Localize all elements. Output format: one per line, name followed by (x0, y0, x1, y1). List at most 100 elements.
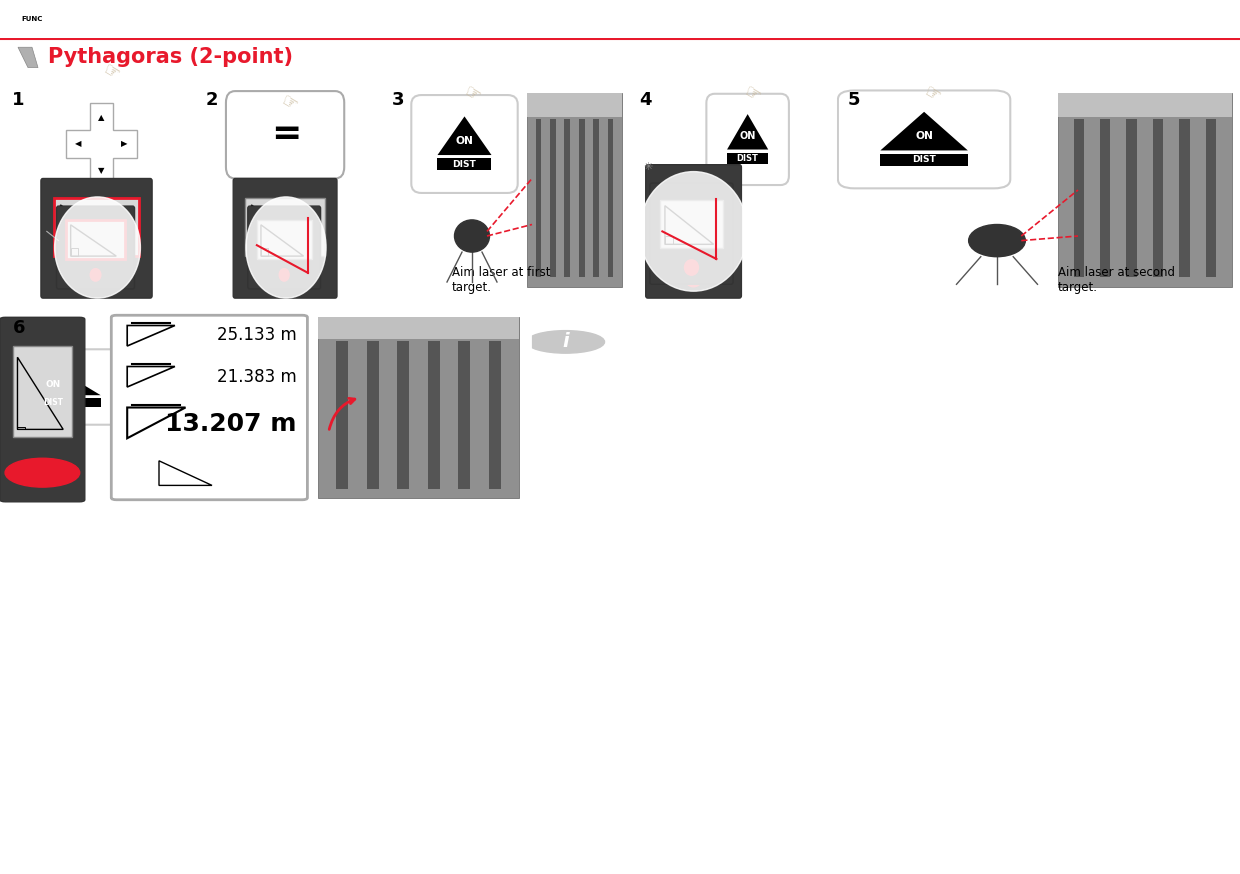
FancyBboxPatch shape (838, 90, 1011, 188)
Bar (5, 398, 100, 406)
Text: ON: ON (915, 131, 932, 141)
Polygon shape (66, 102, 136, 185)
Bar (336, 341, 348, 489)
Bar (564, 119, 570, 277)
Text: Pressing the measuring key for 2 sec in the function ac-: Pressing the measuring key for 2 sec in … (615, 337, 945, 350)
Text: DIST: DIST (913, 156, 936, 164)
Circle shape (55, 197, 140, 298)
Text: i: i (562, 332, 569, 351)
Bar (880, 154, 968, 166)
Circle shape (684, 260, 698, 275)
Text: a function with the inclination measuring.: a function with the inclination measurin… (615, 464, 863, 476)
Bar (317, 317, 520, 497)
Text: EN: EN (1185, 6, 1225, 32)
Polygon shape (19, 47, 38, 67)
Text: ▼: ▼ (98, 166, 104, 176)
FancyBboxPatch shape (650, 183, 733, 284)
Polygon shape (5, 366, 100, 395)
Bar (61, 239, 71, 251)
Text: DIST: DIST (453, 160, 476, 169)
Text: 5: 5 (847, 91, 859, 109)
FancyBboxPatch shape (226, 91, 345, 178)
Bar (438, 158, 491, 170)
Bar (1153, 119, 1163, 277)
Text: ment.: ment. (615, 373, 650, 386)
Text: We recommend to use the pythagoras only for indirect: We recommend to use the pythagoras only … (615, 410, 940, 422)
Polygon shape (727, 114, 769, 149)
FancyBboxPatch shape (41, 178, 153, 298)
Text: ☞: ☞ (99, 60, 123, 84)
Bar (1205, 119, 1216, 277)
Bar (727, 153, 769, 163)
FancyBboxPatch shape (0, 317, 84, 502)
FancyBboxPatch shape (412, 95, 517, 193)
Circle shape (279, 268, 289, 281)
Text: ◀: ◀ (76, 140, 82, 149)
Text: For height measuring (vertical) it is more precise to use: For height measuring (vertical) it is mo… (615, 446, 945, 459)
Circle shape (455, 220, 490, 252)
Bar (317, 317, 520, 339)
Text: horizontal measuring.: horizontal measuring. (615, 427, 745, 440)
Bar (17, 427, 25, 429)
FancyBboxPatch shape (12, 3, 52, 34)
FancyBboxPatch shape (57, 206, 135, 289)
Bar (260, 247, 268, 256)
Bar (53, 198, 139, 255)
Circle shape (640, 171, 748, 291)
Text: DIST: DIST (43, 398, 63, 406)
Text: 2: 2 (206, 91, 218, 109)
Text: Pythagoras (2-point): Pythagoras (2-point) (48, 47, 293, 67)
Text: Aim laser at first
target.: Aim laser at first target. (453, 266, 551, 294)
Bar (12, 346, 72, 437)
FancyBboxPatch shape (707, 94, 789, 185)
Bar (536, 119, 542, 277)
Text: FUNC: FUNC (21, 16, 42, 22)
Text: ☞: ☞ (921, 82, 944, 106)
Circle shape (278, 269, 293, 288)
Text: ☞: ☞ (460, 82, 484, 106)
Circle shape (89, 269, 104, 288)
Text: 34: 34 (1185, 835, 1221, 861)
Text: tivates automatically Minimum or Maximum measure-: tivates automatically Minimum or Maximum… (615, 356, 936, 369)
Text: Functions: Functions (64, 6, 210, 32)
Bar (1074, 119, 1084, 277)
Bar (527, 94, 622, 116)
Bar (608, 119, 614, 277)
Bar (1126, 119, 1137, 277)
Bar (489, 341, 501, 489)
Circle shape (91, 268, 100, 281)
Text: 25.133 m: 25.133 m (217, 326, 296, 343)
Bar (71, 247, 78, 256)
Polygon shape (880, 112, 968, 150)
Text: ▶: ▶ (122, 140, 128, 149)
Polygon shape (438, 116, 491, 155)
Text: =: = (270, 116, 301, 150)
Bar (1100, 119, 1111, 277)
Text: 6: 6 (14, 319, 26, 337)
Bar (1179, 119, 1189, 277)
Circle shape (684, 267, 703, 287)
Text: Leica DISTO™ S910 805080: Leica DISTO™ S910 805080 (19, 841, 232, 856)
Bar (428, 341, 440, 489)
Bar (246, 198, 325, 255)
Bar (663, 236, 672, 246)
Text: ON: ON (739, 131, 756, 142)
Bar (665, 236, 672, 245)
Text: 13.207 m: 13.207 m (165, 412, 296, 436)
Text: ✳: ✳ (644, 162, 652, 172)
FancyBboxPatch shape (112, 316, 308, 500)
Text: 3: 3 (392, 91, 404, 109)
Bar (551, 119, 556, 277)
Bar (1058, 94, 1231, 116)
Bar (579, 119, 584, 277)
Text: Aim laser at second
target.: Aim laser at second target. (1058, 266, 1174, 294)
Bar (252, 239, 262, 251)
Circle shape (5, 458, 79, 487)
FancyBboxPatch shape (233, 178, 337, 298)
Text: 1: 1 (11, 91, 25, 109)
Bar (1058, 94, 1231, 287)
Bar (459, 341, 470, 489)
FancyBboxPatch shape (646, 164, 742, 298)
Bar (66, 220, 125, 260)
Bar (657, 186, 730, 251)
